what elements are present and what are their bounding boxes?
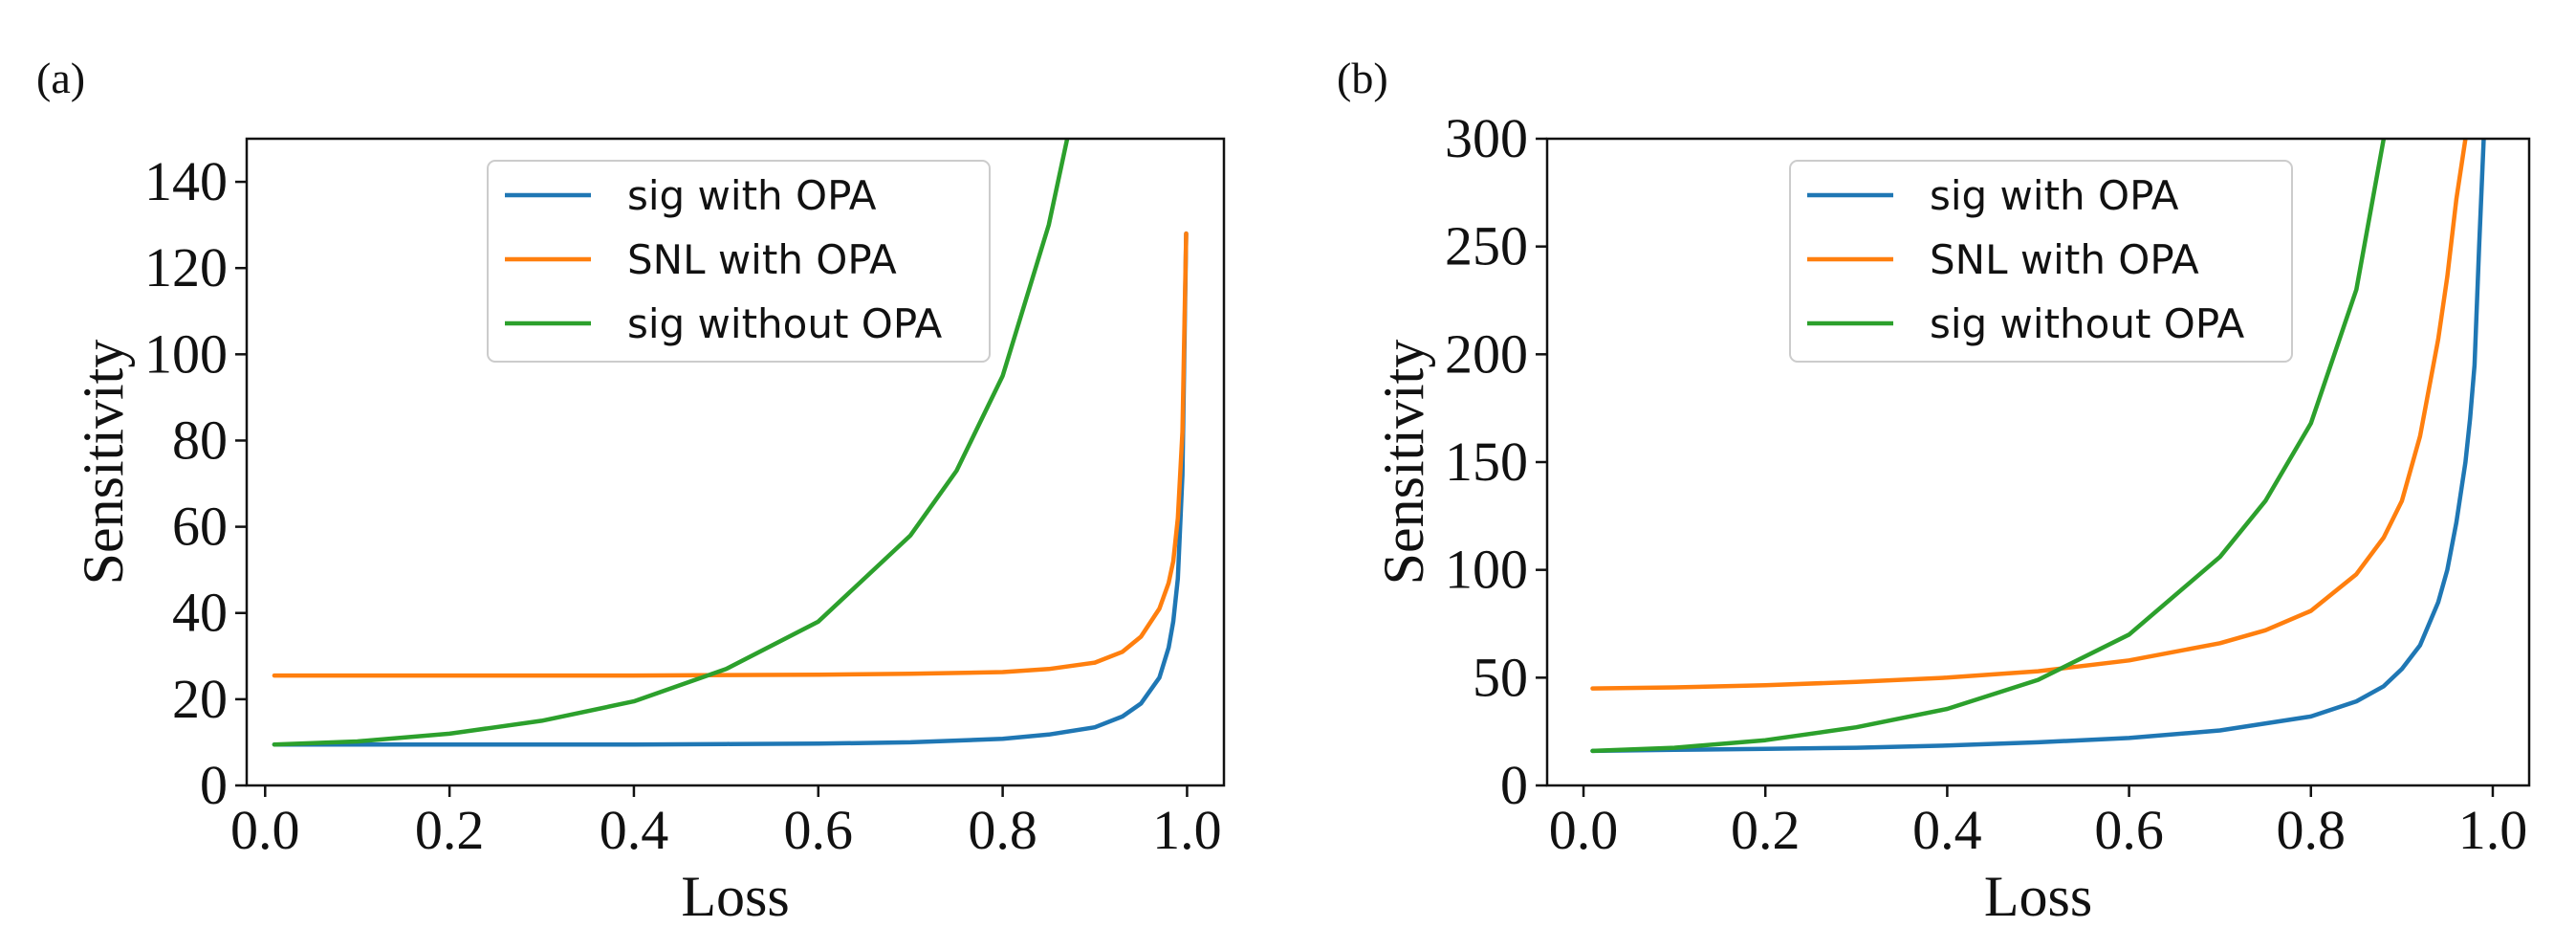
panel-label: (a) (36, 54, 85, 102)
series-line-2 (272, 231, 1189, 678)
y-tick-label: 40 (172, 582, 228, 644)
x-tick-label: 0.4 (1912, 799, 1982, 861)
legend-label-3: sig without OPA (1930, 300, 2245, 347)
series-line-1 (1590, 139, 2486, 754)
y-axis-label: Sensitivity (1372, 340, 1435, 585)
legend-label-1: sig with OPA (1930, 172, 2179, 219)
x-axis-label: Loss (1984, 865, 2092, 928)
y-tick-label: 250 (1445, 215, 1528, 277)
y-tick-label: 200 (1445, 322, 1528, 385)
y-tick-label: 80 (172, 409, 228, 471)
y-tick-label: 150 (1445, 431, 1528, 493)
x-tick-label: 0.6 (784, 799, 854, 861)
panel-label: (b) (1337, 54, 1388, 102)
x-tick-label: 0.8 (2277, 799, 2347, 861)
legend-box (1789, 160, 2293, 363)
chart-panel-a: (a) 0.0 0.2 0.4 0.6 0.8 1.0 0 20 40 60 80 100 120 140 L… (36, 54, 1226, 928)
legend-label-2: SNL with OPA (1930, 236, 2199, 283)
x-tick-label: 0.2 (415, 799, 485, 861)
x-tick-label: 1.0 (2458, 799, 2528, 861)
series-line-3 (272, 139, 1070, 747)
series-lines (1590, 139, 2486, 754)
legend-label-1: sig with OPA (627, 172, 877, 219)
x-axis-label: Loss (681, 865, 789, 928)
y-tick-label: 0 (1500, 754, 1528, 816)
x-tick-label: 1.0 (1152, 799, 1222, 861)
y-tick-label: 50 (1473, 646, 1528, 708)
y-tick-label: 300 (1445, 107, 1528, 169)
x-tick-label: 0.4 (600, 799, 669, 861)
legend-label-3: sig without OPA (627, 300, 943, 347)
legend-label-2: SNL with OPA (627, 236, 897, 283)
y-tick-label: 140 (144, 150, 228, 212)
x-tick-label: 0.6 (2094, 799, 2164, 861)
series-lines (272, 139, 1189, 747)
y-tick-label: 60 (172, 496, 228, 558)
series-line-1 (272, 231, 1189, 747)
y-tick-label: 20 (172, 668, 228, 730)
axes-frame (245, 137, 1226, 787)
series-line-3 (1590, 139, 2387, 754)
y-tick-label: 100 (1445, 539, 1528, 601)
x-tick-label: 0.2 (1731, 799, 1801, 861)
x-tick-label: 0.8 (968, 799, 1037, 861)
legend: sig with OPA SNL with OPA sig without OPA (487, 160, 991, 363)
legend: sig with OPA SNL with OPA sig without OPA (1789, 160, 2293, 363)
y-tick-label: 100 (144, 322, 228, 385)
legend-box (487, 160, 991, 363)
chart-panel-b: (b) 0.0 0.2 0.4 0.6 0.8 1.0 0 50 100 150 200 250 300 L… (1337, 54, 2531, 928)
series-line-2 (1590, 139, 2468, 691)
x-tick-label: 0.0 (1549, 799, 1619, 861)
y-axis-label: Sensitivity (72, 340, 135, 585)
y-tick-label: 120 (144, 236, 228, 298)
x-tick-label: 0.0 (230, 799, 300, 861)
y-tick-label: 0 (200, 754, 228, 816)
